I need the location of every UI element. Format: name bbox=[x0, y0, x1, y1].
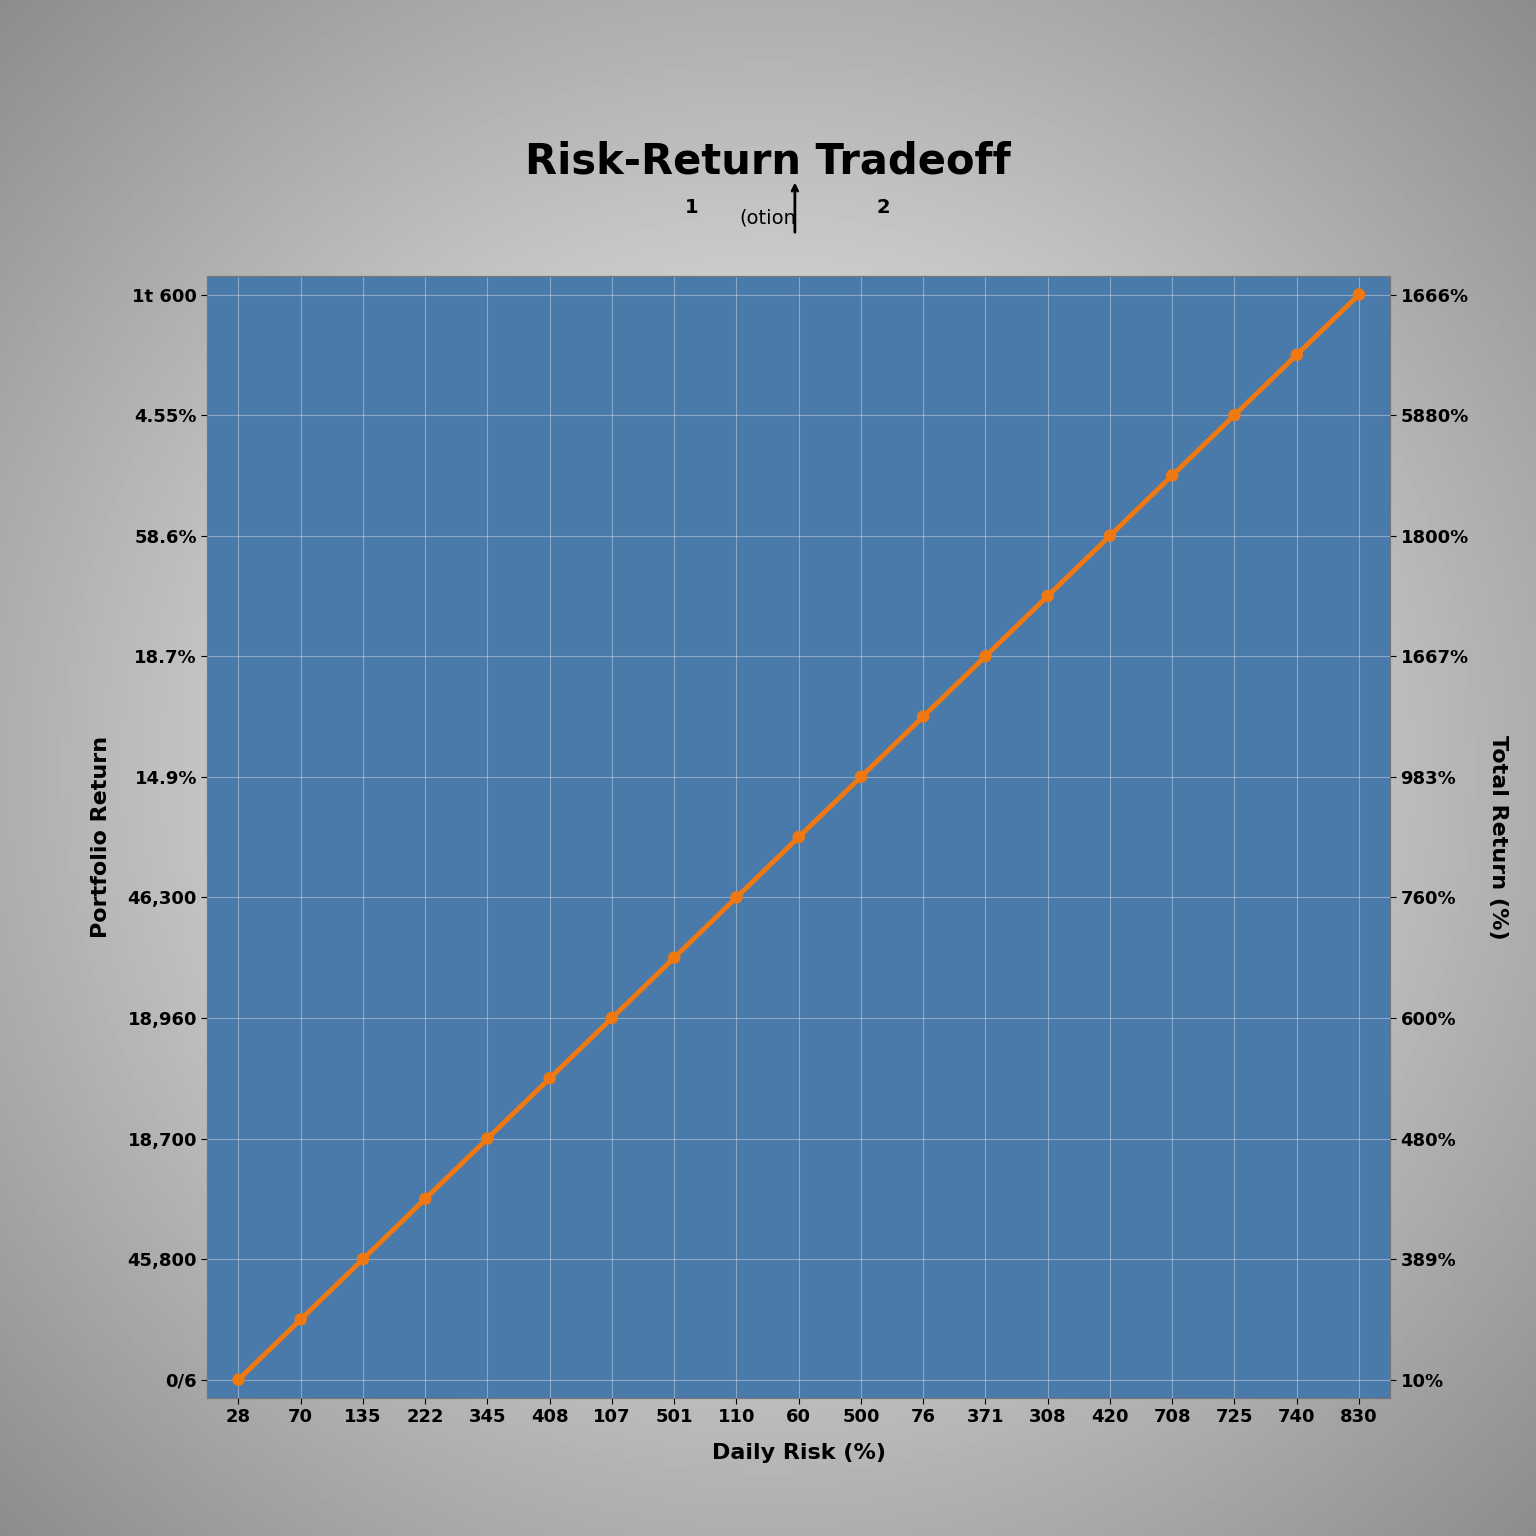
Text: 2: 2 bbox=[877, 198, 889, 217]
Point bbox=[1284, 343, 1309, 367]
Point bbox=[475, 1126, 499, 1150]
Y-axis label: Portfolio Return: Portfolio Return bbox=[91, 736, 111, 938]
Point bbox=[1347, 283, 1372, 307]
Point bbox=[226, 1367, 250, 1392]
Point bbox=[1223, 402, 1247, 427]
Text: Risk-Return Tradeoff: Risk-Return Tradeoff bbox=[525, 140, 1011, 183]
Point bbox=[849, 765, 874, 790]
Text: 1: 1 bbox=[685, 198, 697, 217]
Point bbox=[350, 1247, 375, 1272]
Point bbox=[786, 825, 811, 849]
Point bbox=[974, 644, 998, 668]
Point bbox=[1035, 584, 1060, 608]
Point bbox=[1098, 524, 1123, 548]
X-axis label: Daily Risk (%): Daily Risk (%) bbox=[711, 1442, 886, 1462]
Point bbox=[413, 1186, 438, 1210]
Y-axis label: Total Return (%): Total Return (%) bbox=[1488, 734, 1508, 940]
Point bbox=[538, 1066, 562, 1091]
Point bbox=[662, 945, 687, 969]
Point bbox=[911, 705, 935, 730]
Point bbox=[289, 1307, 313, 1332]
Text: (otion: (otion bbox=[739, 209, 797, 227]
Point bbox=[599, 1006, 624, 1031]
Point bbox=[723, 885, 748, 909]
Point bbox=[1160, 464, 1184, 488]
